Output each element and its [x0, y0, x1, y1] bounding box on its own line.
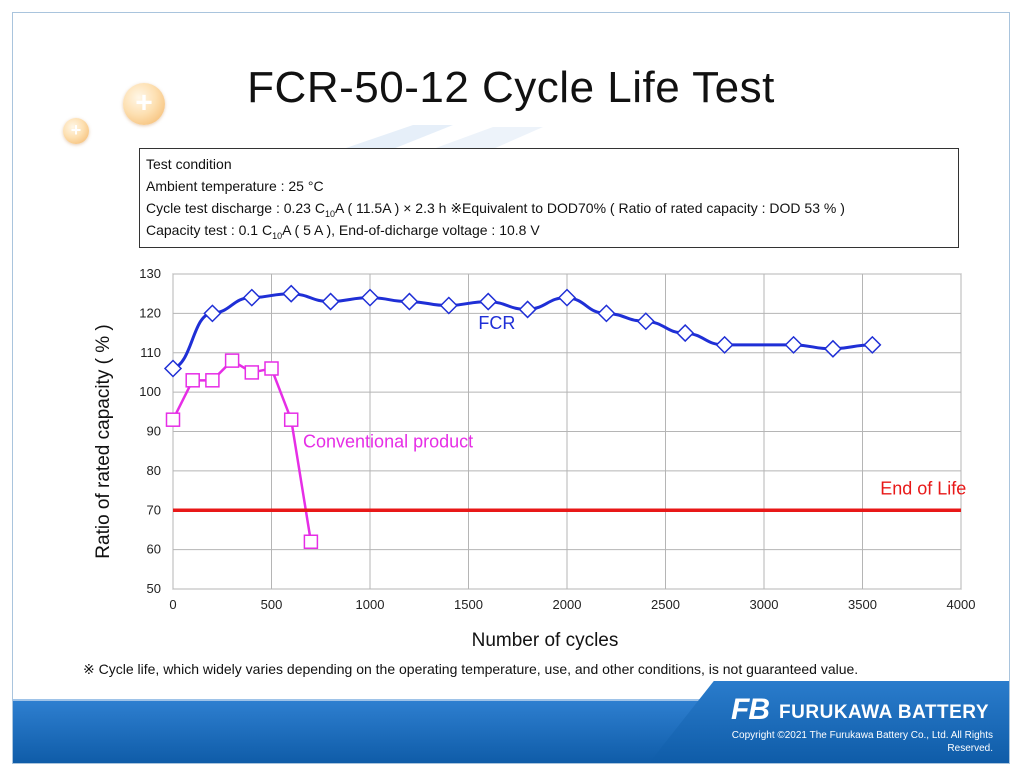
x-tick-label: 1000: [356, 597, 385, 612]
data-point-conventional-product: [283, 412, 299, 427]
data-point-fcr: [282, 284, 301, 303]
y-tick-label: 130: [139, 266, 161, 281]
data-point-fcr: [636, 312, 655, 331]
y-tick-label: 70: [147, 502, 161, 517]
x-tick-label: 1500: [454, 597, 483, 612]
cycle-life-chart: 0 500 1000 1500 2000 2500 3000 3500 4000 50 60 70 80…: [93, 266, 976, 651]
data-point-fcr: [557, 288, 577, 307]
data-point-fcr: [242, 288, 261, 307]
annotation-label: End of Life: [880, 479, 966, 499]
plus-icon: +: [70, 120, 82, 141]
data-point-conventional-product: [303, 534, 319, 549]
capacity-test: Capacity test : 0.1 C10A ( 5 A ), End-of…: [146, 222, 540, 241]
plus-bubble-icon-small: +: [63, 118, 89, 144]
y-tick-label: 60: [147, 542, 161, 557]
plus-icon: +: [135, 86, 153, 120]
footer-stripe: [13, 699, 1009, 701]
x-tick-label: 0: [169, 597, 176, 612]
data-point-conventional-product: [185, 373, 200, 388]
y-axis-label: Ratio of rated capacity ( % ): [93, 324, 114, 558]
data-point-conventional-product: [205, 373, 220, 388]
page-title: FCR-50-12 Cycle Life Test: [247, 63, 775, 112]
data-point-conventional-product: [264, 361, 279, 376]
data-point-fcr: [400, 292, 419, 311]
data-point-fcr: [203, 304, 222, 323]
brand: FB FURUKAWA BATTERY: [731, 695, 989, 725]
data-point-fcr: [321, 292, 340, 311]
ambient-temperature: Ambient temperature : 25 °C: [146, 178, 324, 194]
data-point-conventional-product: [224, 353, 240, 368]
data-point-fcr: [784, 335, 803, 354]
decorative-wave: [343, 125, 543, 149]
x-tick-label: 2000: [553, 597, 582, 612]
x-tick-label: 3500: [848, 597, 877, 612]
data-point-fcr: [863, 335, 882, 354]
y-tick-label: 100: [139, 384, 161, 399]
data-point-fcr: [823, 339, 843, 358]
cycle-test-discharge: Cycle test discharge : 0.23 C10A ( 11.5A…: [146, 200, 845, 219]
disclaimer-note: ※ Cycle life, which widely varies depend…: [83, 661, 859, 677]
y-tick-label: 90: [147, 424, 161, 439]
annotation-label: FCR: [478, 313, 515, 333]
x-tick-label: 4000: [947, 597, 976, 612]
test-condition-box: Test condition Ambient temperature : 25 …: [139, 148, 959, 248]
slide: FCR-50-12 Cycle Life Test + + Test condi…: [12, 12, 1010, 764]
test-condition-heading: Test condition: [146, 156, 232, 172]
brand-name: FURUKAWA BATTERY: [779, 702, 989, 723]
x-tick-label: 500: [261, 597, 283, 612]
data-point-fcr: [715, 335, 734, 354]
data-point-fcr: [597, 304, 616, 323]
furukawa-logo: FB: [731, 693, 770, 726]
data-point-fcr: [676, 324, 695, 343]
series-line-fcr: [172, 292, 873, 370]
data-point-fcr: [479, 292, 498, 311]
data-point-conventional-product: [244, 365, 260, 380]
x-tick-label: 3000: [750, 597, 779, 612]
x-axis-label: Number of cycles: [472, 630, 619, 651]
x-tick-label: 2500: [651, 597, 680, 612]
data-point-fcr: [439, 296, 458, 315]
annotation-label: Conventional product: [303, 431, 473, 451]
data-point-conventional-product: [165, 412, 181, 427]
data-point-fcr: [360, 288, 380, 307]
copyright: Copyright ©2021 The Furukawa Battery Co.…: [731, 730, 993, 754]
y-tick-label: 50: [147, 581, 161, 596]
footer-tab: [649, 681, 1009, 763]
y-tick-label: 120: [139, 305, 161, 320]
data-point-fcr: [518, 300, 537, 319]
y-tick-label: 80: [147, 463, 161, 478]
data-point-fcr: [163, 359, 183, 378]
plus-bubble-icon-large: +: [123, 83, 165, 125]
y-tick-label: 110: [140, 345, 161, 360]
